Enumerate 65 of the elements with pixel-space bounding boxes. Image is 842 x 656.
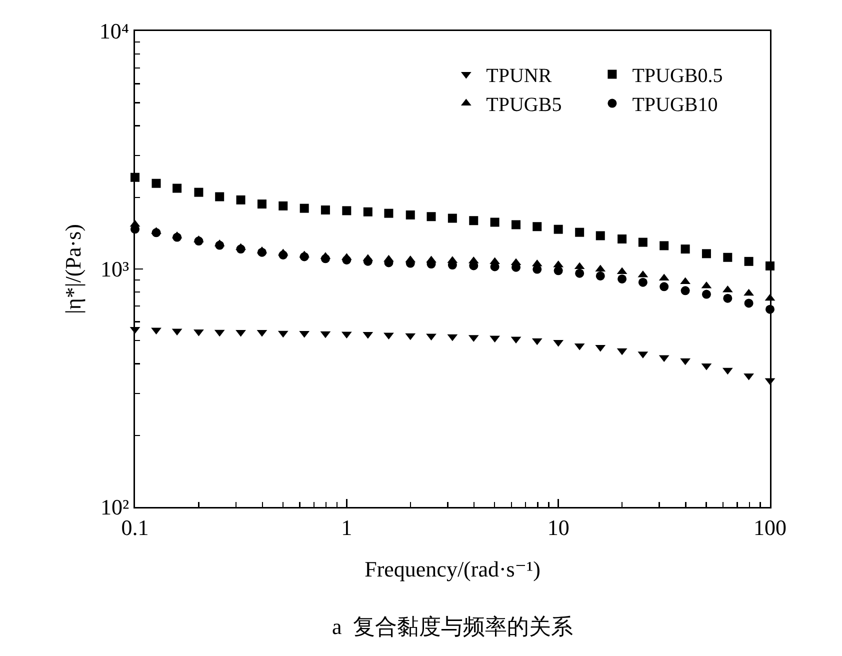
- point: [172, 232, 182, 242]
- point: [680, 286, 690, 296]
- point: [215, 240, 224, 250]
- point: [194, 329, 204, 336]
- point: [278, 201, 288, 210]
- point: [554, 224, 563, 234]
- point: [406, 210, 415, 220]
- point: [575, 228, 584, 237]
- point: [744, 298, 754, 308]
- legend-label: TPUGB0.5: [632, 65, 723, 88]
- legend-label: TPUNR: [486, 65, 552, 88]
- point: [363, 207, 372, 216]
- point: [744, 256, 754, 266]
- point: [680, 244, 690, 254]
- point: [554, 266, 563, 276]
- point: [702, 290, 711, 299]
- point: [194, 236, 204, 246]
- y-tick-label: 10⁴: [99, 18, 130, 44]
- point: [320, 205, 330, 214]
- legend-label: TPUGB10: [632, 94, 718, 116]
- x-tick-label: 100: [754, 514, 786, 540]
- point: [342, 256, 352, 264]
- point: [618, 234, 627, 244]
- point: [300, 204, 309, 213]
- point: [152, 178, 161, 188]
- x-tick-label: 1: [341, 514, 352, 540]
- legend-label: TPUGB5: [486, 94, 562, 116]
- y-tick-label: 10³: [100, 256, 130, 282]
- point: [215, 192, 224, 202]
- point: [363, 256, 372, 266]
- y-axis-title: |η*|/(Pa·s): [60, 224, 86, 314]
- point: [194, 188, 204, 197]
- point: [660, 241, 669, 250]
- point: [236, 195, 246, 204]
- point: [618, 274, 627, 284]
- point: [596, 231, 605, 240]
- point: [575, 268, 584, 278]
- point: [702, 249, 711, 258]
- x-axis-title: Frequency/(rad·s⁻¹): [364, 556, 540, 582]
- point: [384, 332, 394, 340]
- point: [512, 220, 521, 230]
- point: [638, 238, 648, 247]
- point: [172, 184, 182, 193]
- point: [278, 250, 288, 260]
- point: [342, 206, 352, 216]
- point: [723, 252, 732, 262]
- text: a 复合黏度与频率的关系: [332, 614, 573, 639]
- point: [320, 254, 330, 264]
- point: [532, 222, 542, 232]
- point: [660, 282, 669, 292]
- point: [257, 248, 266, 257]
- point: [638, 278, 648, 287]
- point: [723, 294, 732, 303]
- x-tick-label: 10: [547, 514, 570, 540]
- point: [596, 271, 605, 280]
- point: [236, 244, 246, 254]
- point: [744, 288, 754, 296]
- point: [384, 208, 394, 218]
- point: [151, 328, 162, 335]
- point: [448, 214, 457, 223]
- point: [426, 212, 436, 222]
- point: [469, 216, 478, 226]
- point: [490, 218, 500, 227]
- point: [257, 200, 266, 209]
- point: [152, 228, 161, 238]
